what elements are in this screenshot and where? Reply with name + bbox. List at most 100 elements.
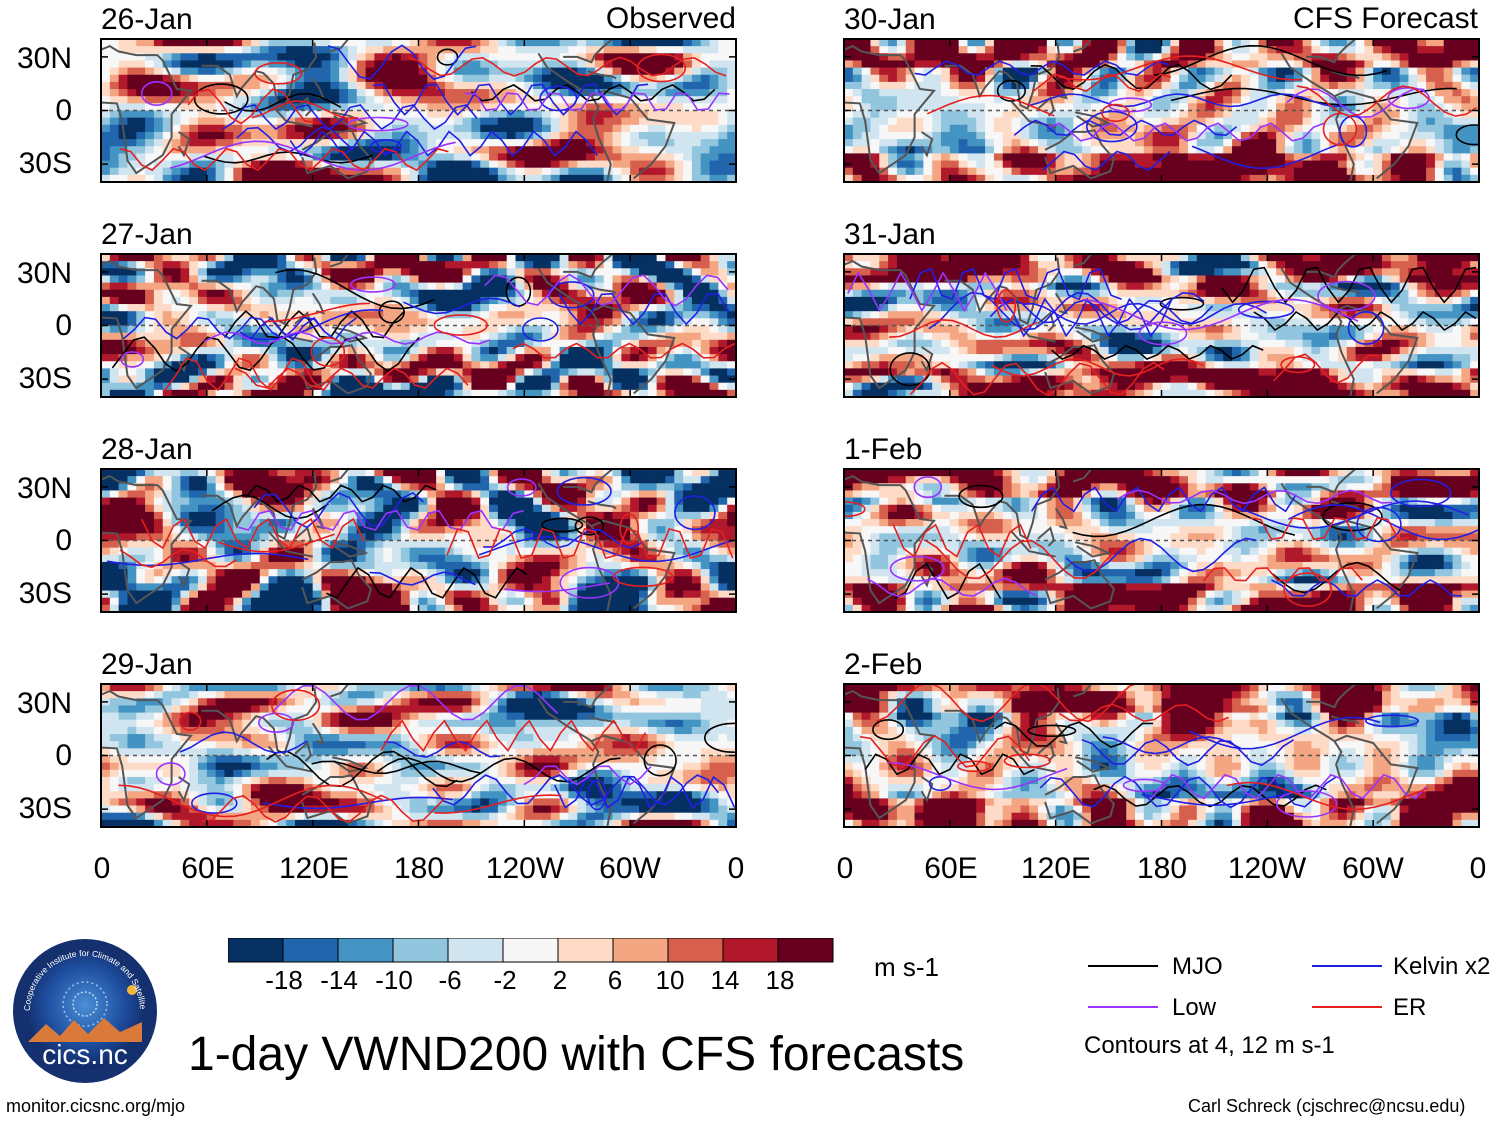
- heatmap-cell: [621, 533, 631, 542]
- heatmap-cell: [153, 146, 164, 154]
- heatmap-cell: [286, 561, 296, 570]
- heatmap-cell: [224, 576, 234, 584]
- heatmap-cell: [612, 526, 622, 534]
- heatmap-cell: [118, 96, 129, 104]
- coastline: [563, 254, 614, 279]
- heatmap-cell: [577, 469, 587, 477]
- heatmap-cell: [683, 96, 693, 104]
- heatmap-cell: [418, 476, 428, 484]
- heatmap-cell: [101, 311, 111, 319]
- heatmap-cell: [321, 519, 331, 527]
- heatmap-cell: [189, 146, 199, 154]
- heatmap-cell: [180, 318, 190, 327]
- heatmap-cell: [145, 74, 155, 83]
- heatmap-cell: [691, 604, 702, 612]
- heatmap-cell: [638, 103, 649, 112]
- heatmap-cell: [674, 691, 684, 699]
- heatmap-cell: [427, 684, 437, 692]
- heatmap-cell: [506, 46, 517, 54]
- heatmap-cell: [524, 698, 534, 707]
- heatmap-cell: [409, 81, 420, 90]
- heatmap-cell: [189, 590, 199, 599]
- heatmap-cell: [189, 304, 199, 312]
- heatmap-cell: [109, 275, 120, 284]
- heatmap-cell: [347, 153, 358, 162]
- heatmap-cell: [480, 110, 490, 119]
- heatmap-cell: [118, 476, 129, 484]
- heatmap-cell: [198, 476, 208, 484]
- heatmap-cell: [550, 96, 561, 104]
- heatmap-cell: [118, 103, 129, 112]
- heatmap-cell: [674, 39, 684, 47]
- heatmap-cell: [533, 511, 543, 520]
- heatmap-cell: [198, 361, 208, 369]
- contour-low: [120, 351, 145, 368]
- heatmap-cell: [568, 476, 578, 484]
- heatmap-cell: [400, 289, 411, 298]
- heatmap-cell: [392, 569, 402, 577]
- heatmap-cell: [418, 597, 428, 606]
- heatmap-cell: [215, 289, 226, 298]
- heatmap-cell: [268, 519, 278, 527]
- heatmap-cell: [427, 325, 437, 334]
- heatmap-cell: [444, 382, 455, 391]
- heatmap-cell: [462, 268, 473, 277]
- heatmap-cell: [541, 561, 552, 570]
- heatmap-cell: [118, 325, 129, 334]
- heatmap-cell: [506, 705, 517, 714]
- heatmap-cell: [489, 318, 499, 327]
- heatmap-cell: [700, 289, 711, 298]
- heatmap-cell: [559, 117, 570, 126]
- heatmap-cell: [400, 139, 411, 147]
- heatmap-cell: [365, 339, 375, 348]
- heatmap-cell: [427, 131, 437, 140]
- heatmap-cell: [656, 712, 667, 721]
- heatmap-cell: [136, 590, 146, 599]
- heatmap-cell: [242, 296, 252, 305]
- heatmap-cell: [436, 561, 446, 570]
- heatmap-cell: [347, 719, 358, 728]
- heatmap-cell: [189, 726, 199, 735]
- heatmap-cell: [206, 117, 217, 126]
- heatmap-cell: [162, 590, 173, 599]
- heatmap-cell: [268, 304, 278, 312]
- contour-er: [217, 533, 335, 553]
- heatmap-cell: [365, 89, 375, 97]
- heatmap-cell: [453, 346, 464, 355]
- heatmap-cell: [665, 684, 675, 692]
- heatmap-cell: [594, 597, 605, 606]
- heatmap-cell: [533, 103, 543, 112]
- heatmap-cell: [321, 167, 331, 176]
- heatmap-cell: [656, 275, 667, 284]
- heatmap-cell: [392, 469, 402, 477]
- heatmap-cell: [365, 483, 375, 492]
- heatmap-cell: [356, 540, 367, 549]
- heatmap-cell: [127, 533, 137, 542]
- heatmap-cell: [524, 547, 534, 556]
- heatmap-cell: [718, 554, 728, 563]
- heatmap-cell: [656, 318, 667, 327]
- heatmap-cell: [647, 590, 658, 599]
- heatmap-cell: [206, 684, 217, 692]
- heatmap-cell: [268, 146, 278, 154]
- heatmap-cell: [321, 296, 331, 305]
- heatmap-cell: [621, 275, 631, 284]
- heatmap-cell: [453, 275, 464, 284]
- map-panel: [100, 253, 737, 398]
- heatmap-cell: [198, 590, 208, 599]
- heatmap-cell: [215, 146, 226, 154]
- heatmap-cell: [656, 389, 667, 397]
- heatmap-cell: [233, 81, 243, 90]
- heatmap-cell: [145, 275, 155, 284]
- heatmap-cell: [312, 533, 323, 542]
- heatmap-cell: [136, 311, 146, 319]
- heatmap-cell: [153, 254, 164, 262]
- heatmap-cell: [427, 576, 437, 584]
- heatmap-cell: [471, 268, 481, 277]
- heatmap-cell: [162, 174, 173, 182]
- heatmap-cell: [189, 519, 199, 527]
- heatmap-cell: [506, 153, 517, 162]
- heatmap-cell: [127, 354, 137, 362]
- heatmap-cell: [568, 561, 578, 570]
- heatmap-cell: [259, 89, 270, 97]
